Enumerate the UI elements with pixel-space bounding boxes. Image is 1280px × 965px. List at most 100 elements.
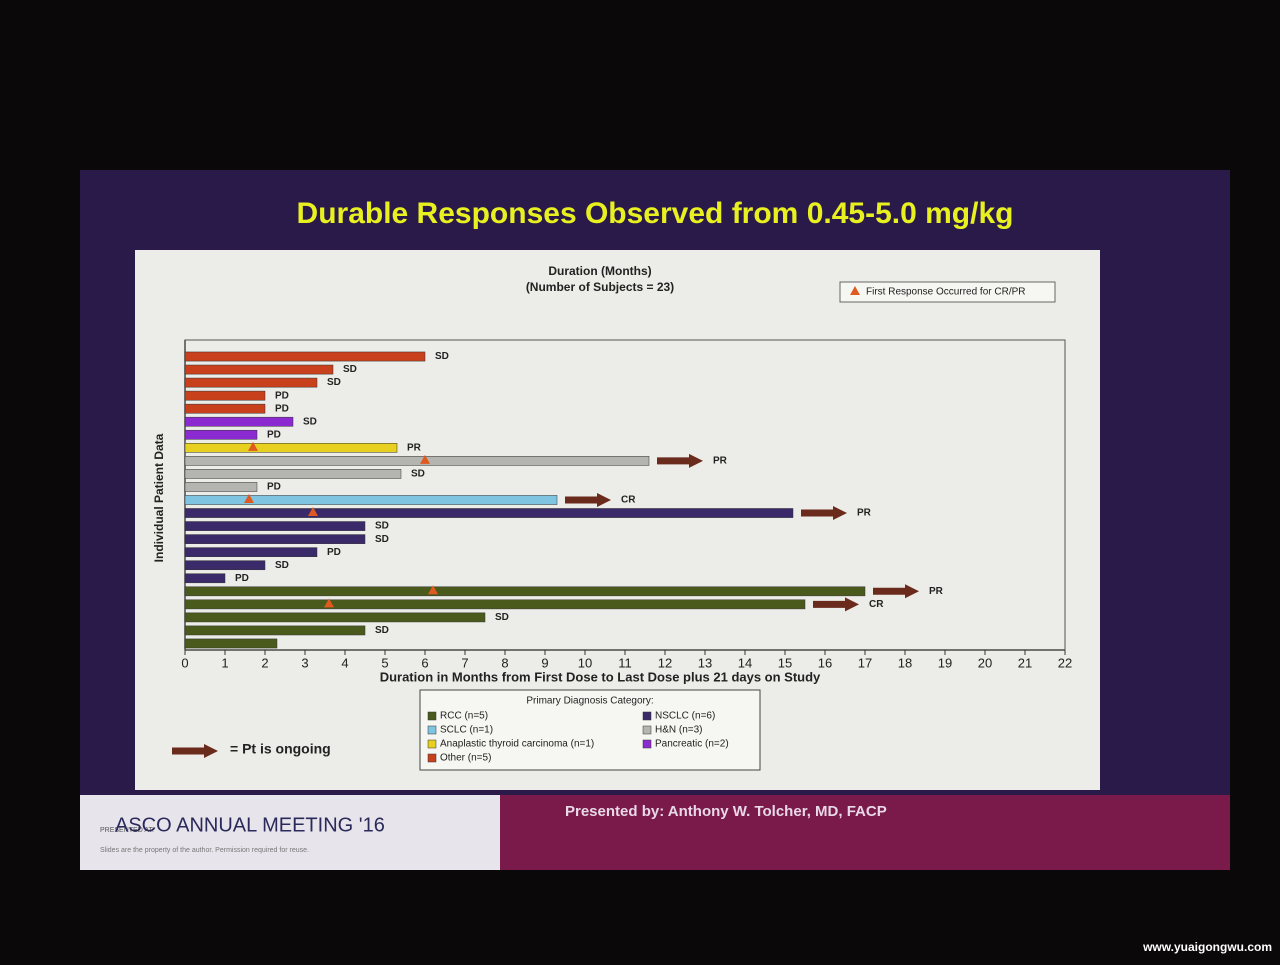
response-label: PD [327,547,341,558]
x-tick-label: 10 [578,655,592,670]
bar [184,416,294,427]
response-label: SD [435,351,449,362]
x-tick-label: 6 [421,655,428,670]
chart-subtitle: (Number of Subjects = 23) [526,280,674,294]
legend-label: Anaplastic thyroid carcinoma (n=1) [440,739,594,750]
bar [184,495,558,505]
x-tick-label: 12 [658,655,672,670]
x-tick-label: 19 [938,655,952,670]
legend-swatch [427,753,437,763]
first-response-marker [244,494,254,503]
x-tick-label: 16 [818,655,832,670]
bar [184,534,366,544]
ongoing-arrow [813,597,859,612]
legend-label: Pancreatic (n=2) [655,739,729,750]
bar [184,403,266,414]
footer-logo-area [80,795,500,870]
legend-swatch [642,739,652,749]
bar [184,638,278,649]
first-response-marker [324,598,334,608]
marker-legend-text: First Response Occurred for CR/PR [866,287,1026,298]
diagnosis-legend-title: Primary Diagnosis Category: [526,696,653,707]
legend-label: SCLC (n=1) [440,725,493,736]
ongoing-arrow [565,493,611,507]
ongoing-arrow [801,506,847,521]
x-tick-label: 13 [698,655,712,670]
response-label: PR [713,456,728,467]
response-label: PD [275,403,289,414]
bar [184,456,650,466]
ongoing-legend-text: = Pt is ongoing [230,741,331,757]
response-label: SD [303,416,317,427]
ongoing-arrow [873,584,919,599]
bar [184,351,426,362]
legend-label: NSCLC (n=6) [655,711,715,722]
x-tick-label: 4 [341,655,348,670]
legend-label: RCC (n=5) [440,711,488,722]
chart-title: Duration (Months) [548,264,651,278]
response-label: SD [375,625,389,636]
first-response-marker [308,507,318,517]
x-tick-label: 21 [1018,655,1032,670]
response-label: SD [375,534,389,545]
response-label: SD [411,469,425,480]
legend-swatch [427,739,437,749]
meeting-name: ASCO ANNUAL MEETING '16 [115,814,385,836]
response-label: PD [275,390,289,401]
response-label: PR [929,586,944,597]
x-tick-label: 20 [978,655,992,670]
bar [184,521,366,531]
bar [184,586,866,597]
presenter: Presented by: Anthony W. Tolcher, MD, FA… [565,803,887,820]
bar [184,482,258,492]
response-label: PD [267,429,281,440]
ongoing-arrow [657,453,703,468]
bar [184,508,794,518]
x-tick-label: 11 [618,655,632,670]
bar [184,443,398,453]
x-axis-label: Duration in Months from First Dose to La… [380,669,821,684]
diagnosis-legend-box [419,689,761,771]
response-label: PD [235,573,249,584]
legend-label: H&N (n=3) [655,725,703,736]
x-tick-label: 0 [181,655,188,670]
ongoing-arrow [172,744,218,758]
legend-swatch [642,711,652,721]
watermark: www.yuaigongwu.com [1142,940,1272,954]
response-label: SD [343,364,357,375]
first-response-marker [248,441,258,451]
legend-swatch [427,711,437,721]
slide-title: Durable Responses Observed from 0.45-5.0… [297,197,1014,230]
response-label: SD [375,521,389,532]
legend-label: Other (n=5) [440,753,491,764]
x-tick-label: 1 [221,655,228,670]
x-tick-label: 14 [738,655,752,670]
legend-swatch [427,725,437,735]
legend-swatch [642,725,652,735]
x-tick-label: 2 [261,655,268,670]
x-tick-label: 5 [381,655,388,670]
x-tick-label: 17 [858,655,872,670]
bar [184,560,266,571]
bar [184,547,318,557]
bar [184,612,486,623]
bar [184,377,318,388]
response-label: PD [267,482,281,493]
y-axis-label: Individual Patient Data [152,433,166,562]
response-label: SD [275,560,289,571]
x-tick-label: 22 [1058,655,1072,670]
presented-at: PRESENTED AT: [100,827,154,834]
x-tick-label: 7 [461,655,468,670]
x-tick-label: 9 [541,655,548,670]
marker-legend-box [839,281,1056,303]
first-response-marker [420,454,430,464]
response-label: CR [869,599,884,610]
response-label: CR [621,495,636,506]
bar [184,429,258,440]
bar [184,364,334,375]
disclaimer: Slides are the property of the author. P… [100,847,309,854]
bar [184,573,226,584]
first-response-marker [428,585,438,595]
bar [184,469,402,479]
